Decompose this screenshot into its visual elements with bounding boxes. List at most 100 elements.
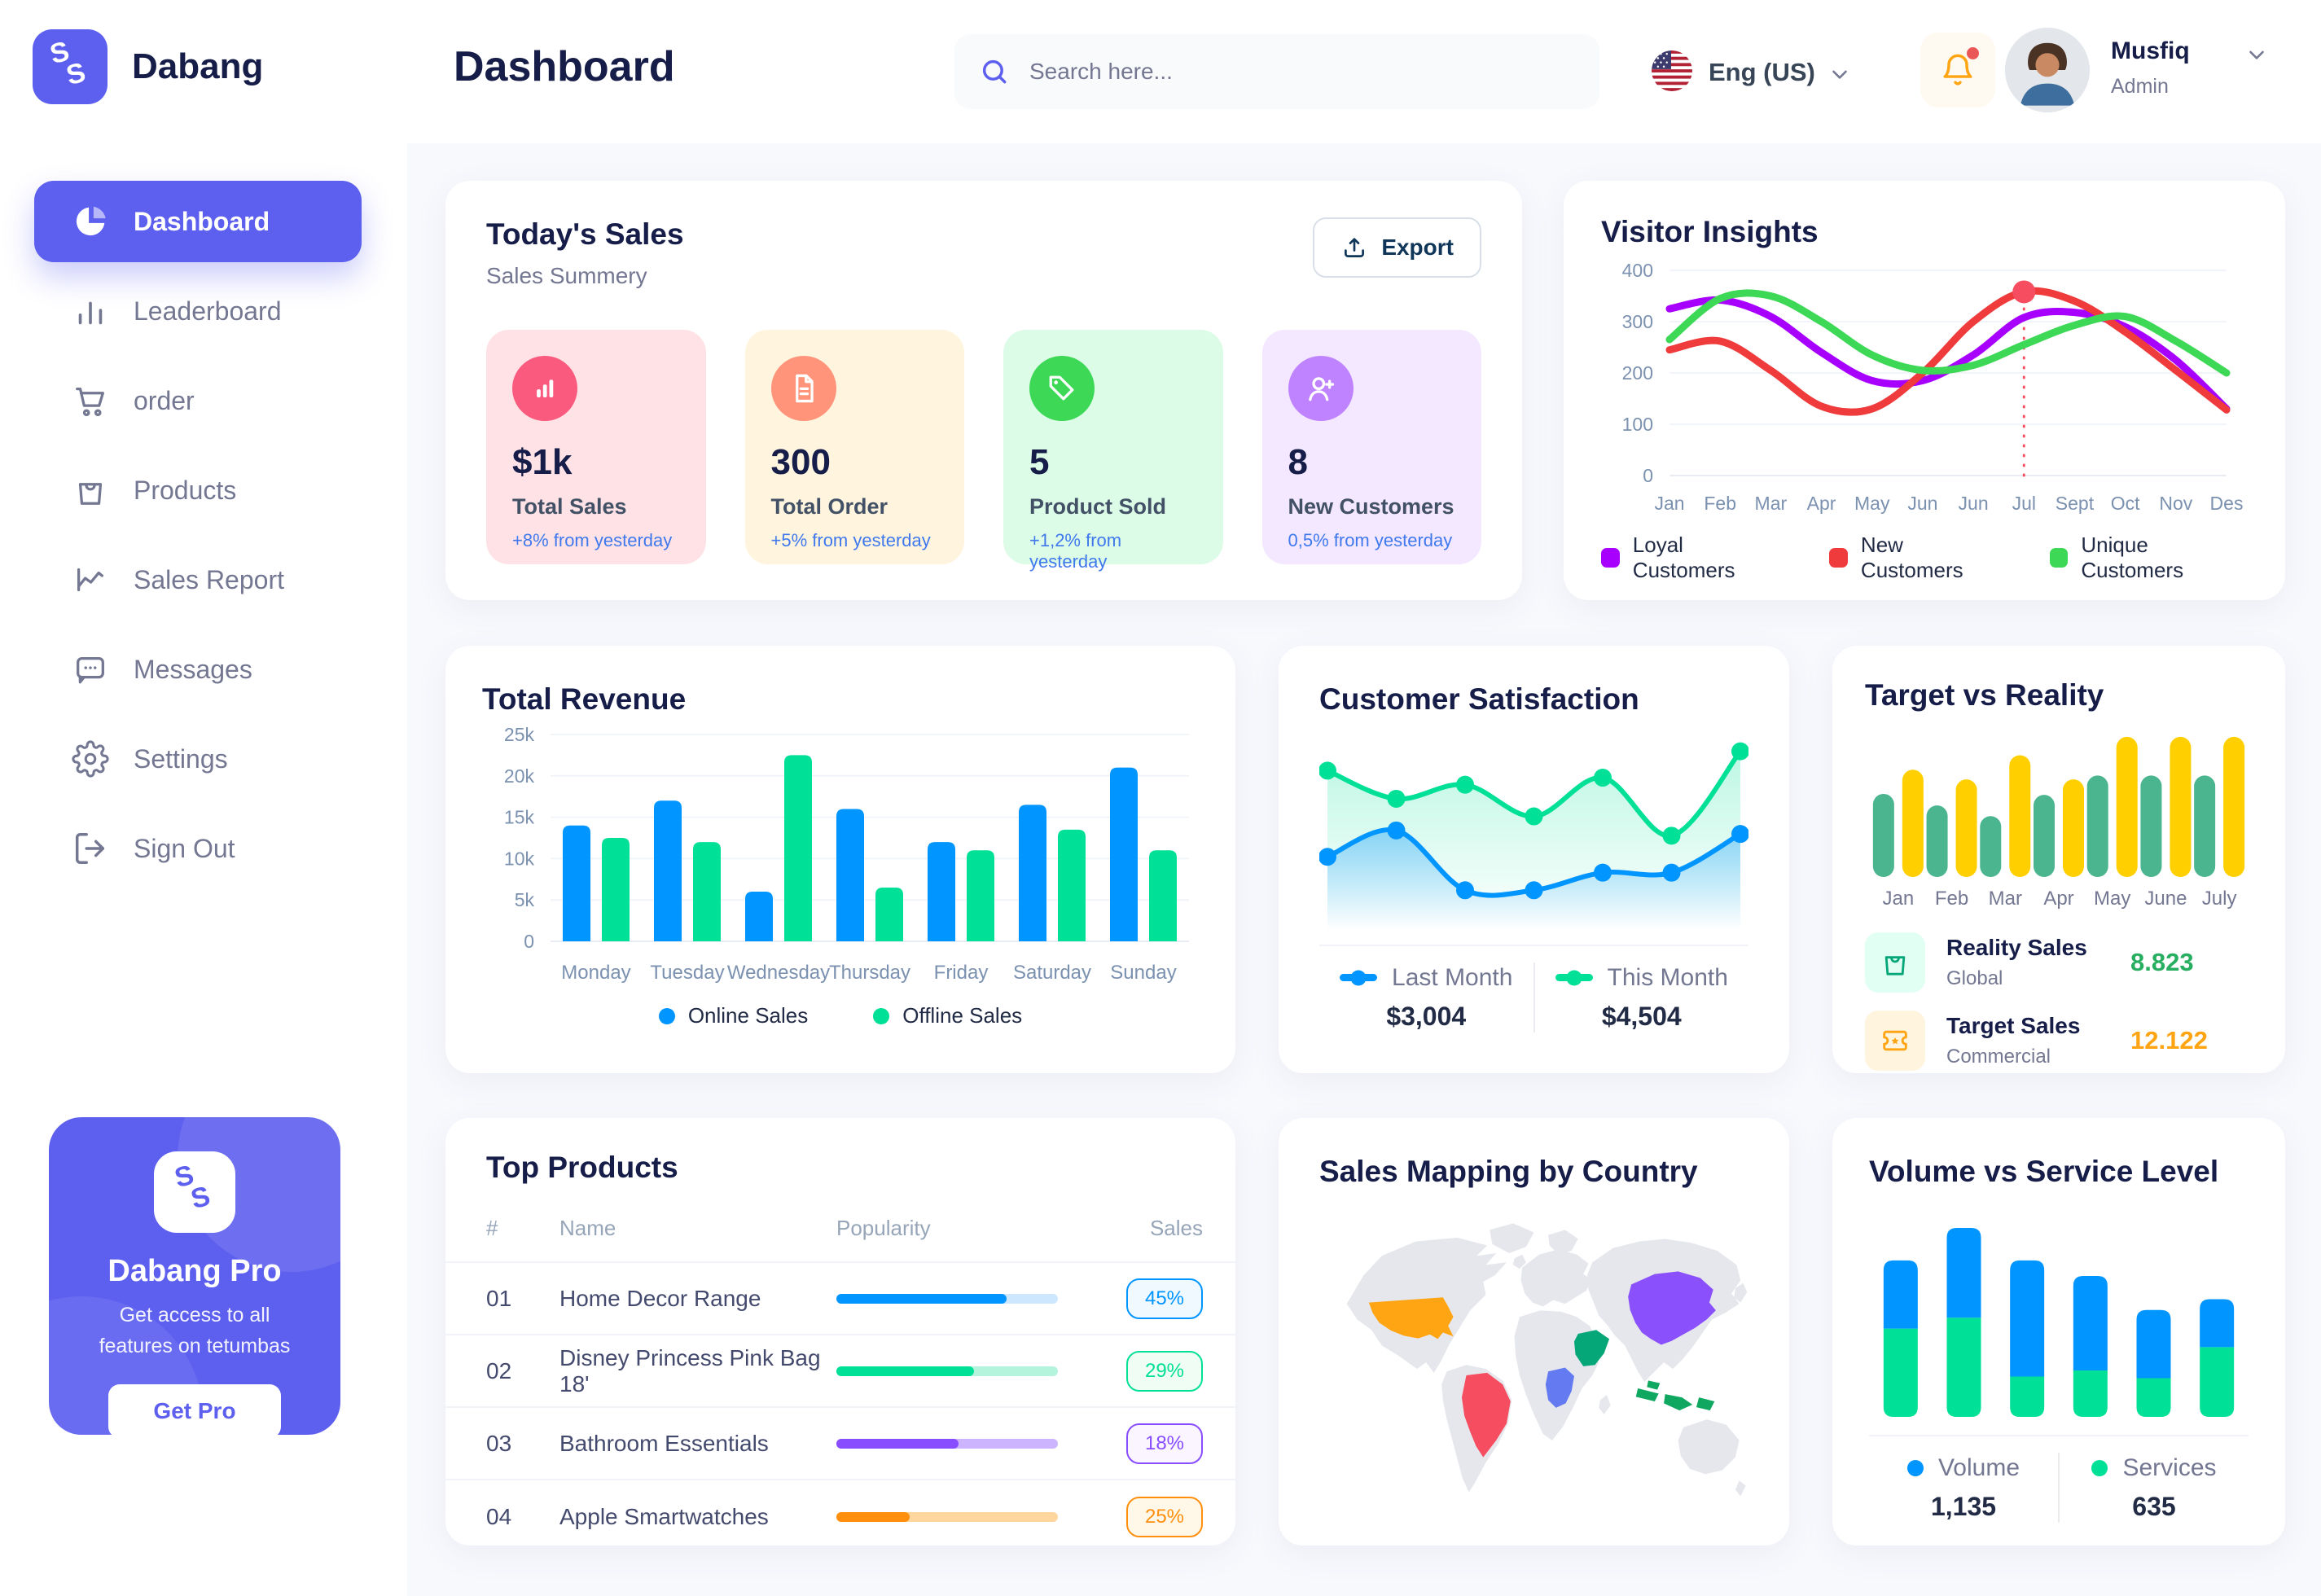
nav-item-icon (72, 203, 109, 240)
avatar[interactable] (2005, 28, 2090, 112)
table-row: 01 Home Decor Range 45% (445, 1263, 1235, 1335)
nav-item-label: order (134, 385, 195, 415)
get-pro-button[interactable]: Get Pro (108, 1384, 281, 1435)
svg-text:Jan: Jan (1654, 493, 1684, 514)
todays-sales-subtitle: Sales Summery (486, 263, 647, 288)
total-revenue-legend: Online Sales Offline Sales (482, 1003, 1199, 1028)
nav-item-label: Products (134, 475, 237, 505)
stat-label: New Customers (1288, 494, 1454, 519)
svg-text:25k: 25k (504, 724, 535, 745)
pro-title: Dabang Pro (107, 1254, 282, 1288)
notifications-button[interactable] (1920, 33, 1995, 107)
customer-satisfaction-card: Customer Satisfaction Last Month $3,004 … (1279, 646, 1789, 1073)
sidebar-item-leaderboard[interactable]: Leaderboard (34, 270, 362, 352)
country-china (1628, 1271, 1716, 1345)
visitor-insights-title: Visitor Insights (1601, 215, 1819, 248)
svg-text:Jun: Jun (1959, 493, 1989, 514)
nav-item-label: Dashboard (134, 206, 270, 236)
country-indonesia (1635, 1380, 1715, 1411)
product-name: Bathroom Essentials (559, 1430, 769, 1456)
nav-item-label: Sign Out (134, 833, 235, 863)
legend-swatch (1829, 548, 1848, 568)
volume-vs-service-title: Volume vs Service Level (1869, 1155, 2219, 1188)
country-dr-congo (1545, 1367, 1574, 1408)
sidebar-item-dashboard[interactable]: Dashboard (34, 181, 362, 262)
user-menu-chevron-down-icon[interactable] (2244, 42, 2269, 67)
volume-vs-service-chart (1869, 1197, 2249, 1422)
volume-vs-service-legend: Volume 1,135 Services 635 (1869, 1453, 2249, 1523)
svg-text:200: 200 (1622, 362, 1653, 384)
product-rank: 04 (486, 1503, 512, 1529)
legend-swatch (2049, 548, 2069, 568)
stat-label: Total Order (770, 494, 888, 519)
top-products-card: Top Products # Name Popularity Sales 01 … (445, 1118, 1235, 1546)
nav-item-icon (72, 471, 109, 509)
nav-item-label: Leaderboard (134, 296, 282, 326)
last-month-value: $3,004 (1386, 1001, 1467, 1031)
user-role: Admin (2111, 75, 2169, 98)
svg-text:Jul: Jul (2012, 493, 2036, 514)
svg-text:Nov: Nov (2159, 493, 2192, 514)
stat-delta: 0,5% from yesterday (1288, 530, 1453, 550)
language-selector[interactable]: Eng (US) (1709, 58, 1815, 86)
customer-satisfaction-chart (1319, 726, 1748, 932)
svg-text:Mar: Mar (1755, 493, 1788, 514)
nav-item-icon (72, 382, 109, 419)
popularity-bar (836, 1366, 1058, 1376)
sidebar-item-sales-report[interactable]: Sales Report (34, 539, 362, 620)
sales-badge: 18% (1126, 1423, 1203, 1464)
visitor-insights-card: Visitor Insights 0 100 200 300 400 Jan Feb Mar A… (1564, 181, 2285, 600)
stat-value: 8 (1288, 442, 1308, 482)
legend-dot (2091, 1459, 2108, 1476)
sales-badge: 29% (1126, 1350, 1203, 1392)
table-row: 03 Bathroom Essentials 18% (445, 1408, 1235, 1480)
legend-dotline (1555, 974, 1593, 981)
stat-icon (1029, 356, 1095, 421)
todays-sales-title: Today's Sales (486, 217, 684, 251)
stat-card: 8 New Customers 0,5% from yesterday (1261, 330, 1481, 564)
svg-text:Mar: Mar (1989, 888, 2022, 910)
popularity-bar (836, 1293, 1058, 1304)
stat-icon (770, 356, 836, 421)
product-name: Home Decor Range (559, 1285, 761, 1311)
svg-text:May: May (1854, 493, 1890, 514)
search-input[interactable] (1029, 59, 1575, 85)
svg-text:100: 100 (1622, 414, 1653, 435)
nav-item-icon (72, 651, 109, 688)
svg-text:0: 0 (1643, 465, 1653, 486)
legend-dotline (1340, 974, 1378, 981)
page-title: Dashboard (454, 43, 675, 90)
services-total: 635 (2132, 1491, 2176, 1521)
export-button[interactable]: Export (1313, 217, 1481, 278)
search-bar (954, 34, 1599, 109)
target-vs-reality-card: Target vs Reality Jan Feb Mar Apr May June Jul… (1832, 646, 2285, 1073)
nav-item-label: Settings (134, 743, 228, 774)
stat-label: Total Sales (512, 494, 627, 519)
svg-text:Apr: Apr (2043, 888, 2073, 910)
product-rank: 01 (486, 1285, 512, 1311)
sidebar-item-products[interactable]: Products (34, 449, 362, 531)
export-icon (1340, 234, 1368, 261)
nav-item-label: Sales Report (134, 564, 284, 594)
total-revenue-title: Total Revenue (482, 682, 687, 716)
sidebar-item-sign-out[interactable]: Sign Out (34, 808, 362, 889)
target-sales-row: Target Sales Commercial 12.122 (1865, 1011, 2253, 1071)
legend-dot (873, 1007, 890, 1024)
sales-mapping-card: Sales Mapping by Country (1279, 1118, 1789, 1546)
sidebar-nav: Dashboard Leaderboard order Products Sal… (0, 173, 407, 897)
language-chevron-down-icon[interactable] (1827, 62, 1852, 86)
sidebar-item-order[interactable]: order (34, 360, 362, 441)
sidebar-item-settings[interactable]: Settings (34, 718, 362, 800)
target-vs-reality-title: Target vs Reality (1865, 678, 2104, 712)
svg-text:Feb: Feb (1935, 888, 1968, 910)
sales-badge: 25% (1126, 1496, 1203, 1537)
svg-text:Sunday: Sunday (1110, 962, 1176, 984)
sidebar-item-messages[interactable]: Messages (34, 629, 362, 710)
world-map (1319, 1205, 1748, 1510)
svg-text:Feb: Feb (1704, 493, 1736, 514)
map-land (1346, 1223, 1748, 1497)
reality-sales-value: 8.823 (2130, 948, 2194, 976)
svg-text:Saturday: Saturday (1013, 962, 1091, 984)
